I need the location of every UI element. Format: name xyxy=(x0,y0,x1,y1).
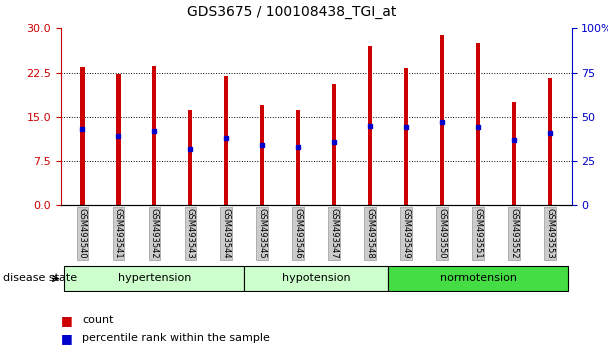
Text: GSM493547: GSM493547 xyxy=(330,208,339,259)
Text: count: count xyxy=(82,315,114,325)
Text: normotension: normotension xyxy=(440,273,517,283)
Bar xyxy=(188,110,193,205)
Text: GSM493546: GSM493546 xyxy=(294,208,303,259)
Text: GSM493545: GSM493545 xyxy=(258,208,267,259)
Text: GSM493553: GSM493553 xyxy=(545,208,554,259)
Bar xyxy=(404,68,408,205)
Bar xyxy=(332,84,336,205)
Text: hypotension: hypotension xyxy=(282,273,350,283)
Bar xyxy=(296,110,300,205)
Bar xyxy=(388,266,568,291)
Text: percentile rank within the sample: percentile rank within the sample xyxy=(82,333,270,343)
Bar xyxy=(244,266,388,291)
Text: disease state: disease state xyxy=(3,273,77,283)
Bar xyxy=(548,79,552,205)
Text: GSM493549: GSM493549 xyxy=(401,208,410,259)
Text: GSM493548: GSM493548 xyxy=(365,208,375,259)
Text: GSM493540: GSM493540 xyxy=(78,208,87,259)
Text: GSM493550: GSM493550 xyxy=(438,208,446,259)
Bar xyxy=(224,75,229,205)
Text: GSM493552: GSM493552 xyxy=(510,208,519,259)
Text: GSM493551: GSM493551 xyxy=(474,208,483,259)
Bar xyxy=(476,43,480,205)
Bar xyxy=(512,102,516,205)
Bar xyxy=(80,67,85,205)
Bar xyxy=(64,266,244,291)
Text: GSM493543: GSM493543 xyxy=(186,208,195,259)
Bar xyxy=(152,66,156,205)
Bar xyxy=(116,74,120,205)
Bar xyxy=(440,35,444,205)
Text: ■: ■ xyxy=(61,332,72,344)
Text: GSM493544: GSM493544 xyxy=(222,208,231,259)
Text: ■: ■ xyxy=(61,314,72,327)
Text: GSM493541: GSM493541 xyxy=(114,208,123,259)
Bar xyxy=(260,105,264,205)
Text: hypertension: hypertension xyxy=(117,273,191,283)
Text: GSM493542: GSM493542 xyxy=(150,208,159,259)
Bar xyxy=(368,46,372,205)
Text: GDS3675 / 100108438_TGI_at: GDS3675 / 100108438_TGI_at xyxy=(187,5,396,19)
